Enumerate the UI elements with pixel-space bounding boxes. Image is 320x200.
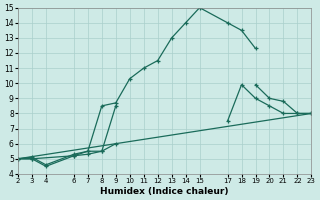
X-axis label: Humidex (Indice chaleur): Humidex (Indice chaleur) [100, 187, 229, 196]
